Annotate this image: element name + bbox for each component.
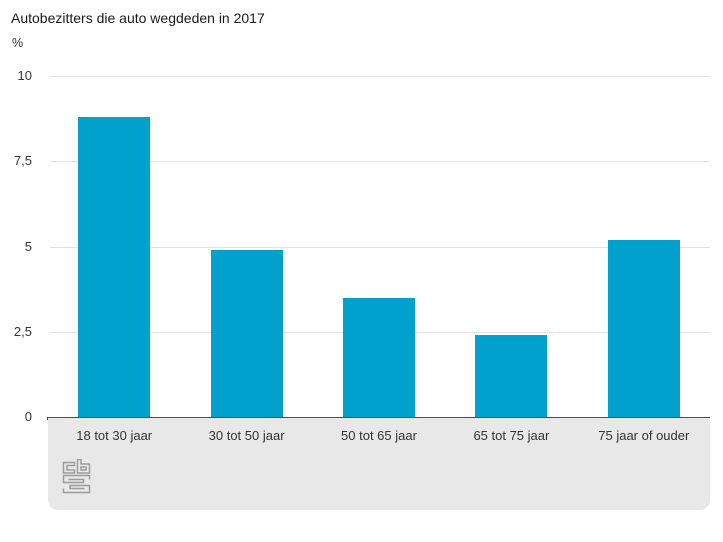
x-axis-footer: 18 tot 30 jaar 30 tot 50 jaar 50 tot 65 ja… (48, 418, 710, 510)
plot-area (47, 76, 710, 420)
y-axis-unit-label: % (12, 36, 24, 50)
gridline (50, 76, 710, 77)
chart-title: Autobezitters die auto wegdeden in 2017 (11, 10, 265, 26)
y-tick-label: 2,5 (13, 323, 32, 339)
x-category-label: 65 tot 75 jaar (473, 428, 550, 443)
y-tick-label: 10 (17, 68, 32, 83)
cbs-logo (62, 459, 91, 494)
y-tick-label: 5 (24, 238, 32, 254)
x-category-label: 18 tot 30 jaar (76, 428, 153, 443)
gridline (50, 161, 710, 163)
bar-75 jaar of ouder (607, 239, 680, 417)
y-tick-label: 7,5 (13, 153, 32, 169)
y-tick-label: 0 (24, 409, 32, 424)
bar-65 tot 75 jaar (475, 335, 548, 417)
x-category-label: 30 tot 50 jaar (208, 428, 285, 443)
x-category-label: 75 jaar of ouder (598, 428, 690, 443)
bar-30 tot 50 jaar (210, 249, 283, 417)
bar-18 tot 30 jaar (78, 116, 151, 417)
bar-50 tot 65 jaar (343, 297, 415, 417)
x-category-label: 50 tot 65 jaar (341, 428, 417, 443)
gridline (50, 246, 710, 248)
